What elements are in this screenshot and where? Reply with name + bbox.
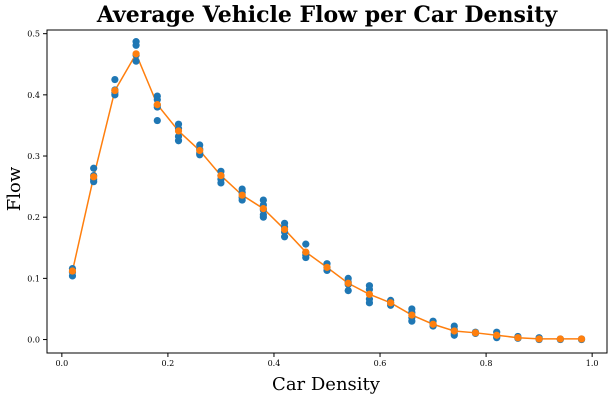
scatter-point	[217, 179, 225, 187]
average-flow-marker	[556, 335, 564, 343]
average-flow-marker	[153, 101, 161, 109]
line-marker-group	[68, 50, 586, 343]
average-flow-marker	[217, 171, 225, 180]
y-tick-label: 0.4	[27, 91, 40, 100]
average-flow-marker	[68, 267, 77, 275]
scatter-series-group	[68, 38, 586, 344]
scatter-point	[174, 137, 183, 145]
average-flow-marker	[280, 225, 289, 234]
axes-frame	[46, 29, 608, 354]
x-tick-label: 0.2	[162, 359, 175, 368]
x-tick-label: 0.0	[55, 359, 68, 368]
y-tick-label: 0.2	[27, 213, 40, 222]
average-flow-marker	[238, 191, 246, 199]
plot-area: 0.0 0.2 0.4 0.6 0.8 1.0 0.0 0.1 0.2 0.3 0.4 0.5	[27, 29, 608, 368]
average-flow-marker	[471, 329, 480, 337]
average-flow-line	[71, 52, 582, 340]
series-line-group	[71, 52, 582, 340]
average-flow-marker	[259, 205, 267, 213]
average-flow-marker	[408, 311, 416, 319]
y-tick-label: 0.1	[27, 274, 40, 283]
scatter-point	[90, 164, 98, 172]
average-flow-marker	[111, 86, 119, 95]
y-tick-label: 0.0	[27, 336, 40, 345]
scatter-point	[365, 299, 374, 307]
x-axis: 0.0 0.2 0.4 0.6 0.8 1.0	[55, 353, 599, 368]
average-flow-marker	[577, 335, 586, 343]
average-flow-marker	[514, 334, 522, 342]
scatter-point	[302, 240, 310, 248]
average-flow-marker	[387, 299, 395, 307]
average-flow-marker	[429, 320, 437, 328]
average-flow-marker	[365, 290, 374, 298]
x-tick-label: 0.4	[268, 359, 281, 368]
scatter-point	[344, 287, 352, 295]
scatter-point	[259, 213, 267, 221]
x-axis-label: Car Density	[272, 374, 381, 395]
average-flow-marker	[196, 146, 204, 155]
average-flow-marker	[535, 335, 543, 343]
average-flow-marker	[132, 50, 140, 58]
y-tick-label: 0.5	[27, 30, 40, 39]
scatter-point	[302, 253, 310, 262]
x-tick-label: 0.8	[480, 359, 493, 368]
x-tick-label: 1.0	[586, 359, 599, 368]
average-flow-marker	[302, 248, 310, 256]
average-flow-marker	[323, 263, 331, 271]
average-flow-marker	[493, 331, 501, 339]
y-axis-label: Flow	[4, 166, 25, 211]
average-flow-marker	[174, 127, 183, 135]
scatter-point	[280, 233, 289, 241]
x-tick-label: 0.6	[374, 359, 387, 368]
average-flow-marker	[450, 327, 458, 335]
average-flow-marker	[90, 173, 98, 181]
average-flow-marker	[344, 279, 352, 287]
scatter-point	[132, 57, 140, 65]
y-tick-label: 0.3	[27, 152, 40, 161]
y-axis: 0.0 0.1 0.2 0.3 0.4 0.5	[27, 30, 47, 345]
scatter-point	[132, 41, 140, 49]
scatter-point	[111, 75, 119, 84]
chart-title: Average Vehicle Flow per Car Density	[96, 2, 559, 28]
scatter-point	[153, 116, 161, 125]
scatter-point	[408, 317, 416, 325]
